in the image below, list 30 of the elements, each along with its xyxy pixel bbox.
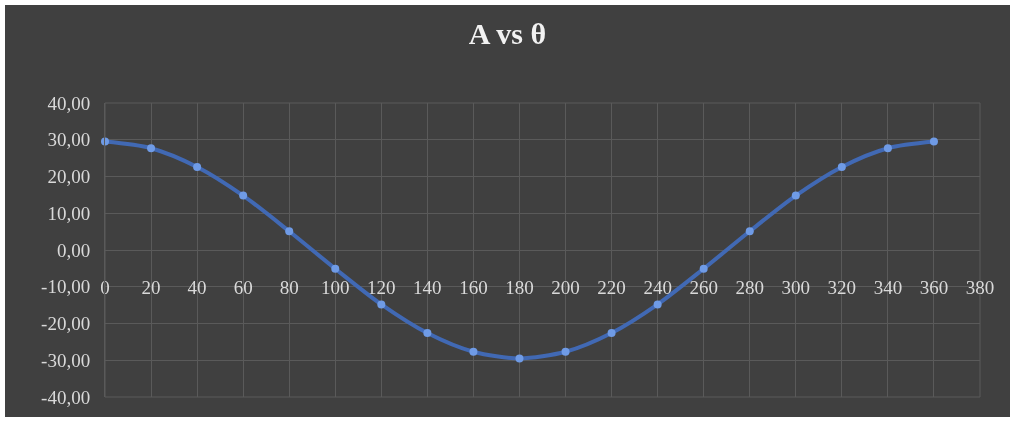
y-tick-label: 20,00	[47, 166, 91, 188]
y-tick-label: 10,00	[47, 202, 91, 224]
x-tick-label: 360	[919, 276, 949, 298]
x-tick-label: 40	[187, 276, 207, 298]
y-tick-label: -20,00	[41, 313, 91, 335]
x-tick-label: 200	[551, 276, 580, 298]
x-tick-label: 20	[141, 276, 161, 298]
x-tick-label: 80	[279, 276, 299, 298]
x-tick-label: 340	[873, 276, 903, 298]
x-tick-label: 220	[597, 276, 626, 298]
y-tick-label: 30,00	[47, 129, 91, 151]
x-tick-label: 260	[689, 276, 718, 298]
y-tick-label: -30,00	[41, 349, 91, 371]
x-tick-label: 280	[735, 276, 764, 298]
y-tick-label: -10,00	[41, 276, 91, 298]
x-tick-label: 180	[505, 276, 534, 298]
x-tick-label: 60	[233, 276, 253, 298]
y-tick-label: 0,00	[56, 239, 91, 261]
x-tick-label: 100	[321, 276, 350, 298]
x-tick-label: 160	[459, 276, 488, 298]
x-tick-label: 240	[643, 276, 672, 298]
x-tick-label: 120	[367, 276, 396, 298]
y-tick-label: -40,00	[41, 386, 91, 408]
x-tick-label: 320	[827, 276, 857, 298]
x-tick-label: 380	[965, 276, 995, 298]
x-tick-label: 140	[413, 276, 442, 298]
y-tick-label: 40,00	[47, 92, 91, 114]
x-tick-label: 0	[100, 276, 110, 298]
x-tick-label: 300	[781, 276, 811, 298]
chart-title: A vs θ	[468, 17, 547, 51]
